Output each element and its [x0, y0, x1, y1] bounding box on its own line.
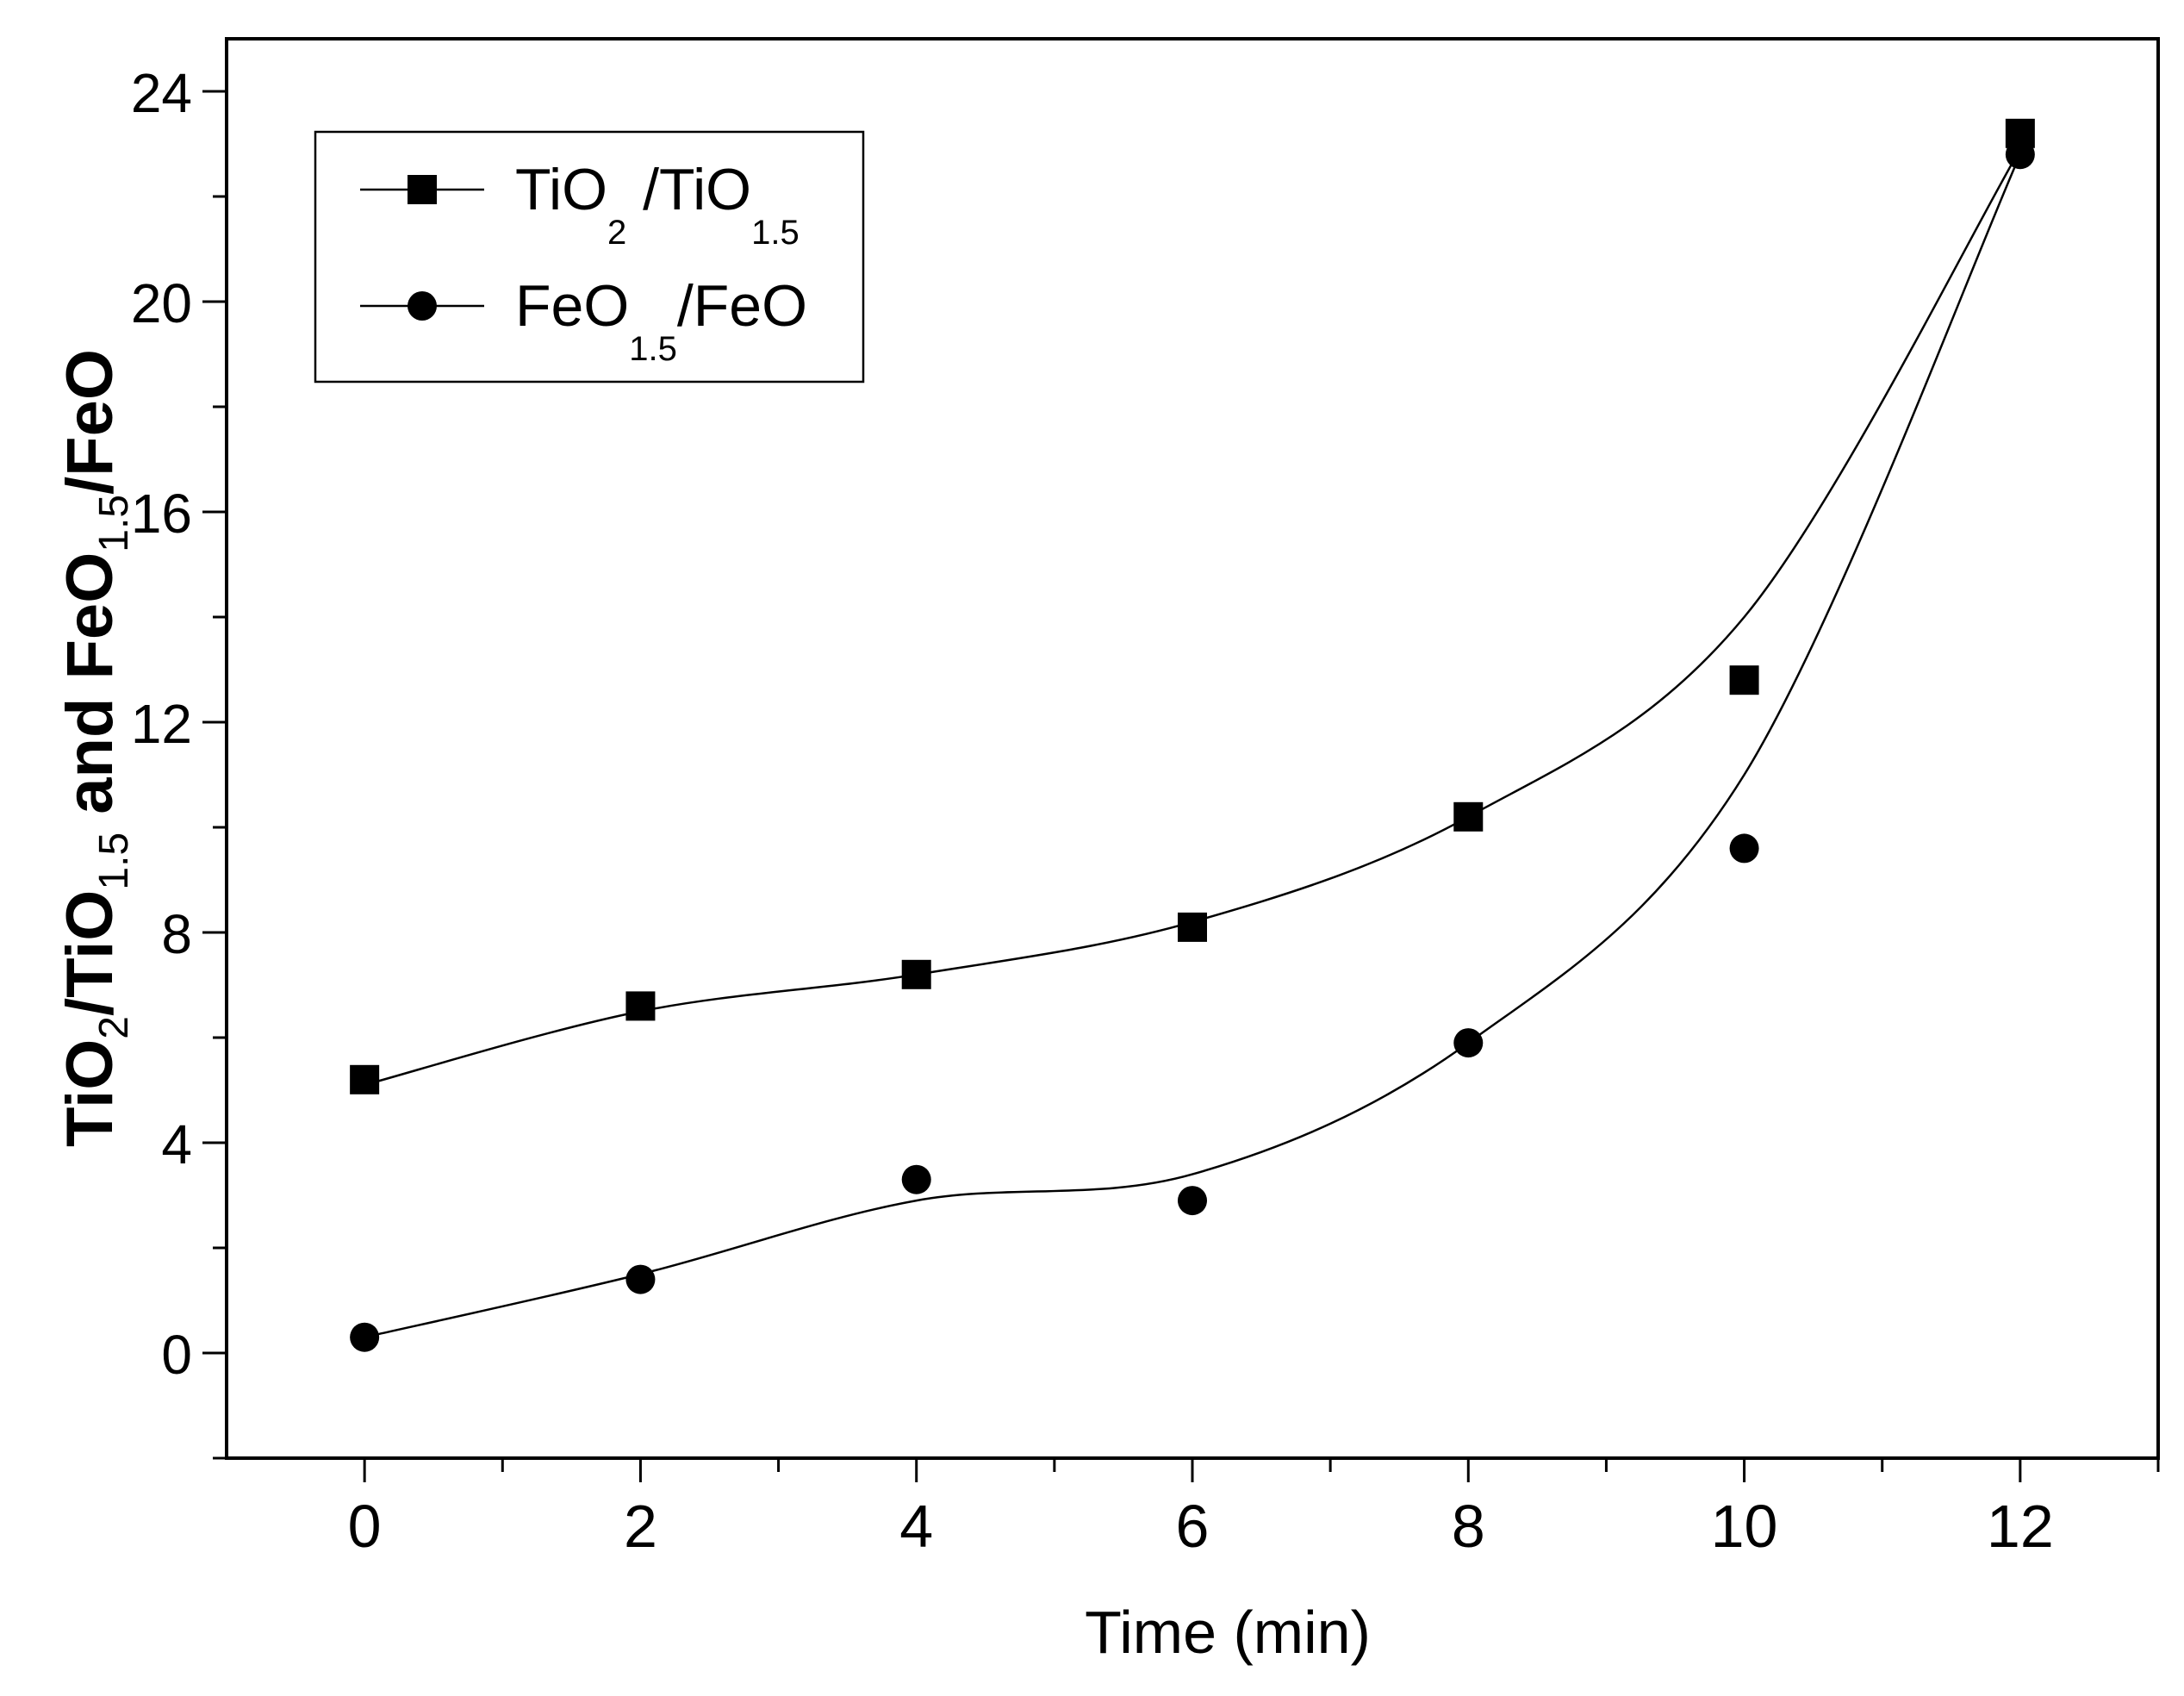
legend-label-feo: FeO1.5/FeO	[515, 273, 807, 368]
legend-feo-part-2: /FeO	[677, 273, 807, 339]
x-tick-label: 6	[1176, 1493, 1210, 1560]
legend-feo-sub-1: 1.5	[629, 330, 677, 368]
x-axis-ticks: 0 2 4 6 8 10 12	[348, 1458, 2160, 1560]
y-axis-title-part-3: and FeO	[53, 552, 127, 832]
data-point-feo-ratio	[350, 1322, 380, 1352]
data-point-feo-ratio	[901, 1164, 931, 1194]
legend-marker-circle	[408, 291, 437, 321]
legend-tio2-part-2: /TiO	[626, 157, 751, 222]
data-point-feo-ratio	[2005, 140, 2035, 170]
data-point-tio2-ratio	[1729, 665, 1759, 695]
x-axis-title: Time (min)	[1085, 1599, 1371, 1666]
data-point-tio2-ratio	[1453, 801, 1484, 832]
y-axis-title-sub-2: 1.5	[91, 832, 137, 890]
x-tick-label: 10	[1711, 1493, 1778, 1560]
series-layer	[350, 118, 2035, 1352]
y-axis-ticks: 0 4 8 12 16 20 24	[131, 62, 227, 1460]
y-axis-title: TiO2/TiO1.5 and FeO1.5/FeO	[53, 349, 137, 1147]
x-tick-label: 0	[348, 1493, 382, 1560]
legend-tio2-sub-1: 2	[607, 214, 626, 252]
data-point-tio2-ratio	[901, 959, 931, 989]
legend-tio2-sub-2: 1.5	[751, 214, 800, 252]
y-tick-label: 8	[161, 903, 192, 965]
legend-tio2-part-1: TiO	[515, 157, 607, 222]
data-point-feo-ratio	[1729, 833, 1759, 864]
x-tick-label: 8	[1452, 1493, 1485, 1560]
x-tick-label: 4	[899, 1493, 933, 1560]
y-axis-title-part-2: /TiO	[53, 890, 127, 1016]
y-tick-label: 0	[161, 1324, 192, 1386]
data-point-feo-ratio	[1453, 1028, 1484, 1058]
y-axis-title-part-4: /FeO	[53, 349, 127, 495]
legend-box	[314, 130, 865, 383]
y-tick-label: 16	[131, 483, 192, 545]
legend: TiO2 /TiO1.5 FeO1.5/FeO	[314, 130, 865, 383]
data-point-tio2-ratio	[625, 991, 656, 1021]
y-axis-title-sub-3: 1.5	[91, 495, 137, 552]
x-tick-label: 12	[1987, 1493, 2054, 1560]
data-point-tio2-ratio	[350, 1064, 380, 1094]
y-axis-title-sub-1: 2	[91, 1016, 137, 1039]
y-tick-label: 12	[131, 693, 192, 755]
legend-feo-part-1: FeO	[515, 273, 629, 339]
data-point-feo-ratio	[625, 1264, 656, 1294]
data-point-feo-ratio	[1178, 1186, 1207, 1216]
series-line-feo-ratio	[364, 153, 2022, 1338]
y-tick-label: 4	[161, 1113, 192, 1175]
y-axis-title-part-1: TiO	[53, 1039, 127, 1147]
legend-marker-square	[408, 175, 437, 204]
legend-label-tio2: TiO2 /TiO1.5	[515, 157, 800, 252]
y-tick-label: 20	[131, 272, 192, 334]
data-point-tio2-ratio	[1178, 912, 1207, 942]
y-tick-label: 24	[131, 62, 192, 124]
x-tick-label: 2	[624, 1493, 657, 1560]
